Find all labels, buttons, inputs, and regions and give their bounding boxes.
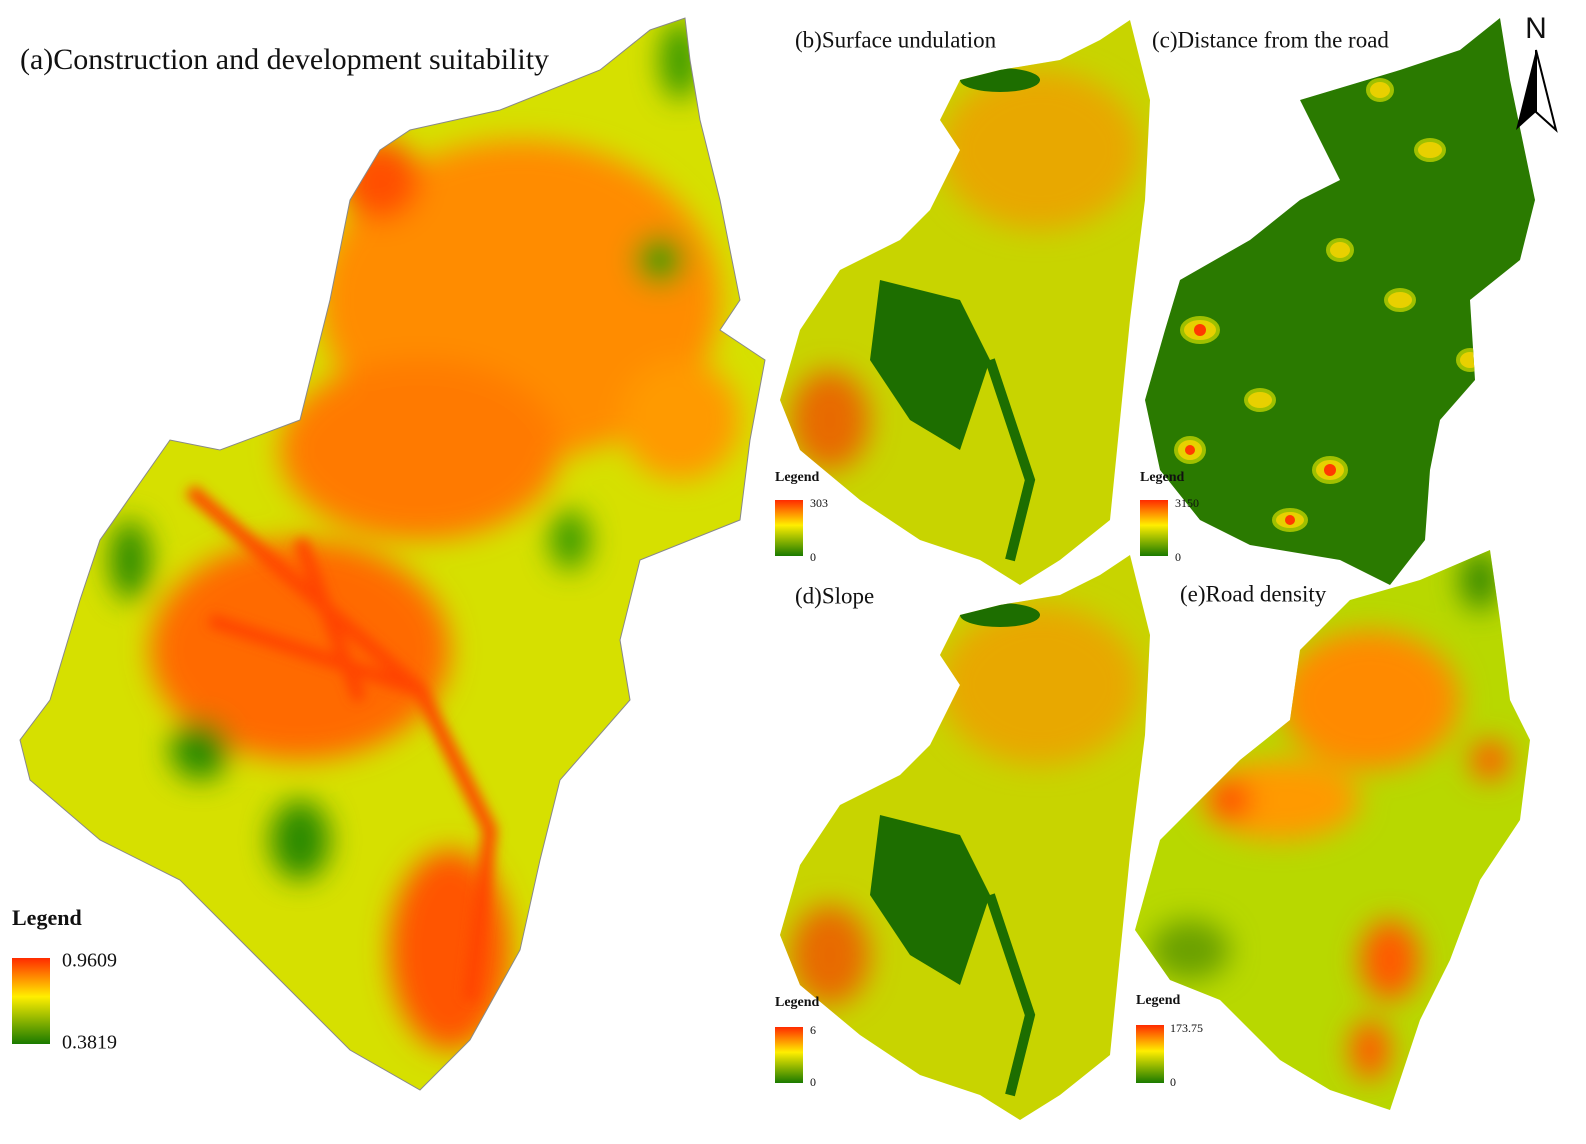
legend-min: 0	[1175, 550, 1181, 564]
legend-ramp	[775, 500, 803, 556]
legend: Legend 6 0	[775, 995, 820, 1089]
panel-title: (d)Slope	[795, 583, 874, 608]
legend-min: 0	[1170, 1075, 1176, 1089]
legend-ramp	[1136, 1025, 1164, 1083]
legend-min: 0	[810, 1075, 816, 1089]
map-a	[20, 18, 765, 1090]
legend-max: 6	[810, 1023, 816, 1037]
legend-ramp	[12, 958, 50, 1044]
legend: Legend 3150 0	[1140, 470, 1199, 564]
north-label: N	[1525, 12, 1547, 45]
map-d	[780, 555, 1150, 1120]
legend-max: 3150	[1175, 496, 1199, 510]
map-b	[780, 20, 1150, 585]
legend-min: 0	[810, 550, 816, 564]
panel-title: (e)Road density	[1180, 581, 1327, 606]
panel-title: (b)Surface undulation	[795, 27, 997, 52]
map-c	[1145, 18, 1535, 585]
legend-max: 173.75	[1170, 1021, 1203, 1035]
legend-min: 0.3819	[62, 1032, 117, 1054]
legend-title: Legend	[12, 905, 82, 930]
legend-ramp	[775, 1027, 803, 1083]
legend-max: 303	[810, 496, 828, 510]
north-arrow: N	[1516, 12, 1558, 133]
legend-max: 0.9609	[62, 950, 117, 972]
panel-title: (a)Construction and development suitabil…	[20, 43, 549, 76]
legend: Legend 303 0	[775, 470, 828, 564]
legend-title: Legend	[1140, 470, 1185, 485]
legend: Legend 0.9609 0.3819	[12, 905, 117, 1054]
legend-title: Legend	[1136, 993, 1181, 1008]
legend-title: Legend	[775, 995, 820, 1010]
panel-title: (c)Distance from the road	[1152, 27, 1389, 52]
legend: Legend 173.75 0	[1136, 993, 1203, 1089]
legend-ramp	[1140, 500, 1168, 556]
legend-title: Legend	[775, 470, 820, 485]
